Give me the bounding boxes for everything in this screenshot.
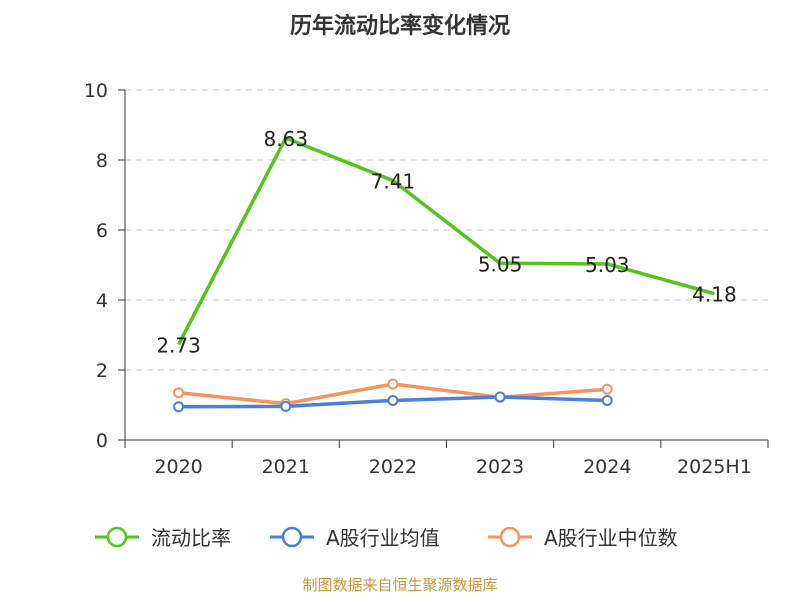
y-tick-label: 0 <box>96 430 108 452</box>
legend-swatch-marker <box>106 526 128 548</box>
source-note: 制图数据来自恒生聚源数据库 <box>302 576 497 594</box>
x-tick-label: 2022 <box>369 456 417 478</box>
x-tick-label: 2025H1 <box>677 456 752 478</box>
y-tick-label: 4 <box>96 290 108 312</box>
legend-item-1: A股行业均值 <box>270 526 440 550</box>
data-point <box>387 394 399 406</box>
data-point <box>280 400 292 412</box>
y-tick-label: 2 <box>96 360 108 382</box>
x-tick-label: 2024 <box>583 456 631 478</box>
y-tick-label: 6 <box>96 220 108 242</box>
data-label: 7.41 <box>371 170 416 194</box>
x-tick-label: 2020 <box>154 456 202 478</box>
data-point <box>387 378 399 390</box>
data-label: 5.05 <box>478 252 523 276</box>
legend-label: A股行业中位数 <box>544 526 678 550</box>
series-line <box>177 136 715 346</box>
axes: 0 2 4 6 8 10 2020 2021 2022 2023 2024 2025H1 <box>84 80 769 478</box>
data-label: 4.18 <box>692 283 737 307</box>
data-label: 5.03 <box>585 253 630 277</box>
series-1 <box>173 391 613 413</box>
legend-swatch-marker <box>499 526 521 548</box>
data-point <box>494 391 506 403</box>
legend: 流动比率 A股行业均值 A股行业中位数 <box>95 526 678 550</box>
legend-label: 流动比率 <box>151 526 231 550</box>
y-tick-label: 10 <box>84 80 108 102</box>
data-point <box>601 383 613 395</box>
data-point <box>601 394 613 406</box>
grid-lines <box>125 89 768 371</box>
legend-label: A股行业均值 <box>326 526 440 550</box>
x-tick-label: 2021 <box>262 456 310 478</box>
data-point <box>173 401 185 413</box>
legend-item-2: A股行业中位数 <box>488 526 678 550</box>
y-tick-label: 8 <box>96 150 108 172</box>
data-label: 2.73 <box>156 333 201 357</box>
legend-item-0: 流动比率 <box>95 526 231 550</box>
x-tick-label: 2023 <box>476 456 524 478</box>
series-0: 2.73 8.63 7.41 5.05 5.03 4.18 <box>156 127 736 358</box>
series-layer: 2.73 8.63 7.41 5.05 5.03 4.18 <box>156 127 737 413</box>
chart-title: 历年流动比率变化情况 <box>290 13 510 39</box>
legend-swatch-marker <box>281 526 303 548</box>
data-label: 8.63 <box>263 127 308 151</box>
data-point <box>173 387 185 399</box>
